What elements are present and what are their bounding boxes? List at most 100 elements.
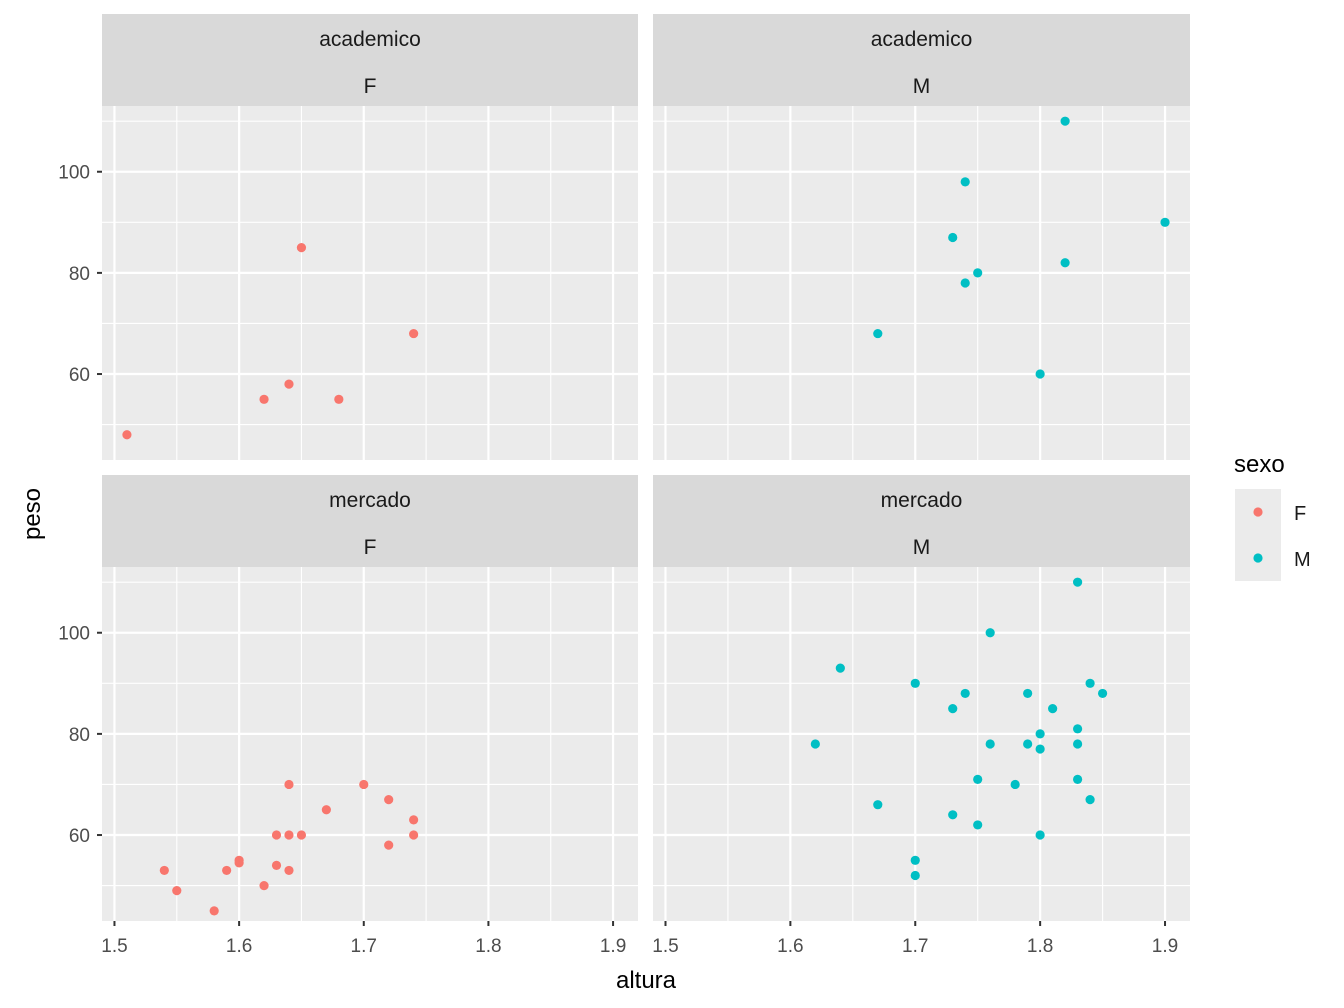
facet-row-label: academico — [871, 28, 973, 51]
data-point — [1023, 688, 1033, 699]
legend-label: M — [1294, 549, 1311, 571]
data-point — [334, 394, 344, 404]
legend-key-point — [1253, 553, 1263, 563]
data-point — [960, 688, 970, 699]
data-point — [960, 278, 970, 288]
x-tick-label: 1.8 — [1027, 936, 1053, 957]
y-tick-label: 80 — [69, 725, 90, 746]
panel-background — [653, 567, 1190, 921]
legend-title: sexo — [1234, 451, 1285, 478]
facet-col-label: M — [913, 536, 931, 559]
data-point — [409, 815, 419, 825]
data-point — [284, 779, 294, 790]
data-point — [1085, 678, 1095, 688]
x-tick-label: 1.9 — [600, 936, 626, 957]
data-point — [284, 379, 294, 389]
data-point — [1035, 744, 1045, 754]
panel-background — [653, 106, 1190, 460]
data-point — [948, 810, 958, 820]
data-point — [973, 268, 983, 278]
x-tick-label: 1.5 — [101, 936, 127, 957]
data-point — [1035, 369, 1045, 379]
data-point — [1073, 577, 1083, 587]
y-tick-label: 100 — [58, 163, 90, 184]
data-point — [1160, 217, 1170, 227]
data-point — [1060, 258, 1070, 268]
data-point — [948, 232, 958, 243]
data-point — [960, 177, 970, 187]
data-point — [321, 805, 331, 815]
data-point — [1073, 739, 1083, 749]
data-point — [1023, 739, 1033, 749]
data-point — [122, 430, 132, 440]
x-tick-label: 1.7 — [902, 936, 928, 957]
facet-strip — [653, 14, 1190, 106]
data-point — [222, 865, 232, 876]
x-tick-label: 1.6 — [226, 936, 252, 957]
x-tick-label: 1.8 — [475, 936, 501, 957]
data-point — [910, 678, 920, 688]
data-point — [384, 840, 394, 850]
y-tick-label: 60 — [69, 826, 90, 847]
legend-label: F — [1294, 503, 1306, 525]
data-point — [259, 394, 269, 404]
data-point — [384, 795, 394, 805]
data-point — [1035, 830, 1045, 840]
data-point — [985, 628, 995, 638]
data-point — [359, 779, 369, 790]
data-point — [409, 830, 419, 840]
x-tick-label: 1.6 — [777, 936, 803, 957]
data-point — [810, 739, 820, 749]
facet-strip — [102, 475, 638, 567]
y-axis-title: peso — [19, 488, 46, 540]
data-point — [973, 774, 983, 785]
data-point — [873, 800, 883, 810]
data-point — [271, 860, 282, 870]
data-point — [1085, 795, 1095, 805]
data-point — [873, 328, 883, 339]
data-point — [271, 830, 282, 840]
facet-row-label: mercado — [329, 489, 411, 512]
data-point — [234, 858, 244, 868]
data-point — [835, 663, 845, 673]
data-point — [284, 865, 294, 876]
data-point — [985, 739, 995, 749]
x-tick-label: 1.5 — [652, 936, 678, 957]
facet-col-label: F — [364, 536, 377, 559]
data-point — [259, 881, 269, 891]
panel-background — [102, 567, 638, 921]
data-point — [284, 830, 294, 840]
data-point — [159, 865, 169, 876]
data-point — [910, 870, 920, 881]
data-point — [172, 886, 182, 896]
data-point — [1048, 704, 1058, 714]
y-tick-label: 100 — [58, 624, 90, 645]
facet-row-label: academico — [319, 28, 421, 51]
data-point — [409, 328, 419, 339]
x-tick-label: 1.7 — [351, 936, 377, 957]
y-tick-label: 80 — [69, 264, 90, 285]
data-point — [910, 855, 920, 865]
data-point — [1073, 774, 1083, 785]
facet-strip — [102, 14, 638, 106]
data-point — [1097, 688, 1108, 699]
data-point — [1073, 724, 1083, 734]
data-point — [1035, 729, 1045, 739]
panel-background — [102, 106, 638, 460]
data-point — [1060, 116, 1070, 126]
data-point — [1010, 779, 1020, 790]
legend-key-point — [1253, 507, 1263, 517]
data-point — [209, 906, 219, 916]
data-point — [296, 243, 307, 253]
data-point — [948, 704, 958, 714]
facet-strip — [653, 475, 1190, 567]
x-axis-title: altura — [616, 967, 677, 994]
facet-col-label: F — [364, 75, 377, 98]
data-point — [296, 830, 307, 840]
data-point — [973, 820, 983, 830]
facet-col-label: M — [913, 75, 931, 98]
y-tick-label: 60 — [69, 365, 90, 386]
x-tick-label: 1.9 — [1152, 936, 1178, 957]
facet-row-label: mercado — [881, 489, 963, 512]
